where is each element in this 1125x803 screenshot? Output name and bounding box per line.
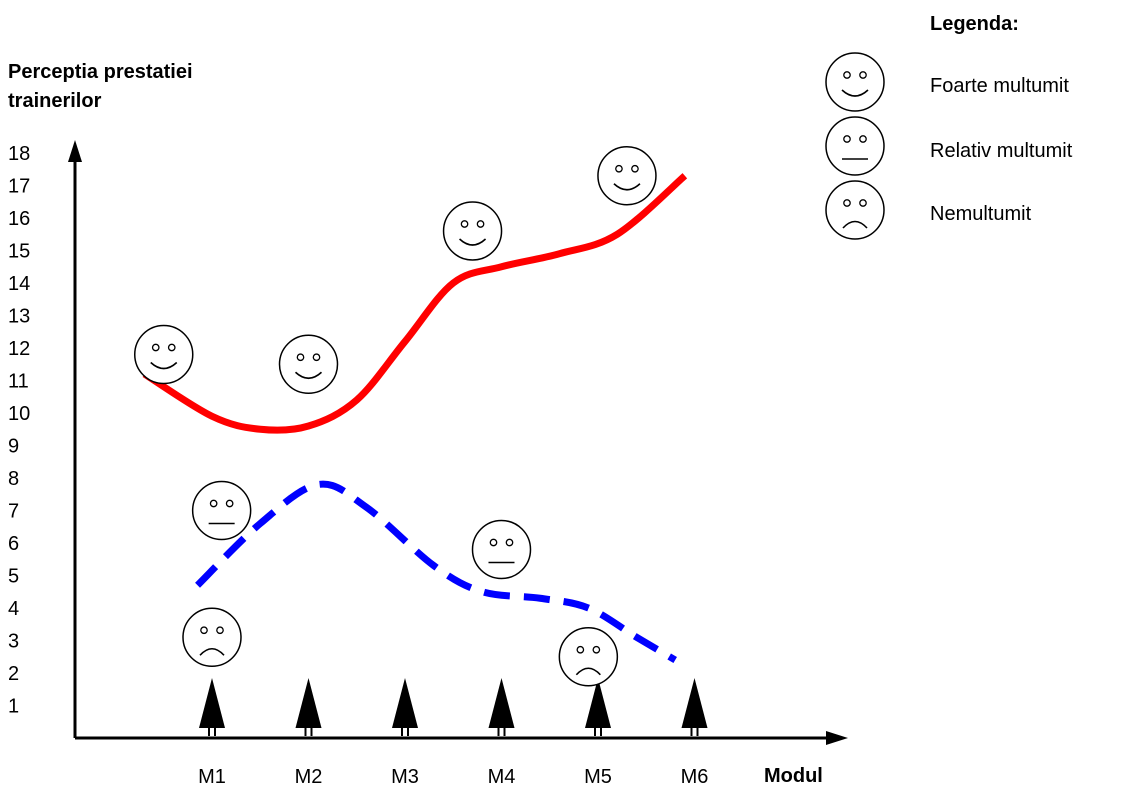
happy-face-icon xyxy=(597,146,657,206)
happy-face-icon xyxy=(134,324,194,385)
y-tick-label: 3 xyxy=(8,631,19,653)
y-tick-label: 14 xyxy=(8,273,30,295)
module-markers xyxy=(199,678,708,736)
legend-sad-face-icon xyxy=(825,180,885,240)
sad-face-icon xyxy=(558,627,619,687)
x-tick-label: M1 xyxy=(198,766,226,788)
y-tick-label: 15 xyxy=(8,241,30,263)
legend-label-foarte-multumit: Foarte multumit xyxy=(930,75,1069,97)
neutral-face-icon xyxy=(471,519,532,580)
neutral-face-icon xyxy=(191,480,252,541)
y-tick-label: 11 xyxy=(8,371,29,393)
happy-face-icon xyxy=(442,201,503,261)
y-tick-label: 16 xyxy=(8,208,30,230)
y-tick-label: 5 xyxy=(8,566,19,588)
face-annotations xyxy=(134,146,657,687)
y-tick-label: 8 xyxy=(8,468,19,490)
y-tick-label: 18 xyxy=(8,143,30,165)
module-arrow-m6 xyxy=(681,678,708,736)
module-arrow-m5 xyxy=(585,678,611,736)
happy-face-icon xyxy=(278,334,339,394)
legend-icons xyxy=(825,52,885,240)
y-tick-label: 12 xyxy=(8,338,30,360)
y-axis-arrowhead xyxy=(68,140,82,162)
x-axis-label: Modul xyxy=(764,765,823,787)
x-tick-labels: M1 M2 M3 M4 M5 M6 xyxy=(198,766,708,788)
x-tick-label: M4 xyxy=(488,766,516,788)
y-tick-label: 7 xyxy=(8,501,19,523)
x-tick-label: M3 xyxy=(391,766,419,788)
x-tick-label: M2 xyxy=(295,766,323,788)
series-line-red-solid xyxy=(142,173,688,434)
y-tick-label: 10 xyxy=(8,403,30,425)
series-lines xyxy=(142,173,688,664)
series-line-blue-dashed xyxy=(195,480,677,664)
module-arrow-m2 xyxy=(295,678,322,736)
x-axis-arrowhead xyxy=(826,731,848,745)
module-arrow-m1 xyxy=(199,678,225,736)
y-axis-label: Perceptia prestatiei trainerilor xyxy=(8,61,193,112)
y-tick-label: 2 xyxy=(8,663,19,685)
y-tick-label: 1 xyxy=(8,696,19,718)
y-tick-label: 17 xyxy=(8,176,30,198)
y-tick-label: 9 xyxy=(8,436,19,458)
module-arrow-m3 xyxy=(392,678,418,736)
legend-neutral-face-icon xyxy=(825,116,885,176)
y-tick-label: 4 xyxy=(8,598,19,620)
legend-title: Legenda: xyxy=(930,13,1019,35)
y-tick-label: 13 xyxy=(8,306,30,328)
y-tick-label: 6 xyxy=(8,533,19,555)
module-arrow-m4 xyxy=(488,678,515,736)
legend-label-nemultumit: Nemultumit xyxy=(930,203,1032,225)
legend-label-relativ-multumit: Relativ multumit xyxy=(930,140,1073,162)
axes xyxy=(68,140,848,745)
x-tick-label: M6 xyxy=(681,766,709,788)
x-tick-label: M5 xyxy=(584,766,612,788)
legend-happy-face-icon xyxy=(825,52,885,112)
sad-face-icon xyxy=(182,607,242,667)
